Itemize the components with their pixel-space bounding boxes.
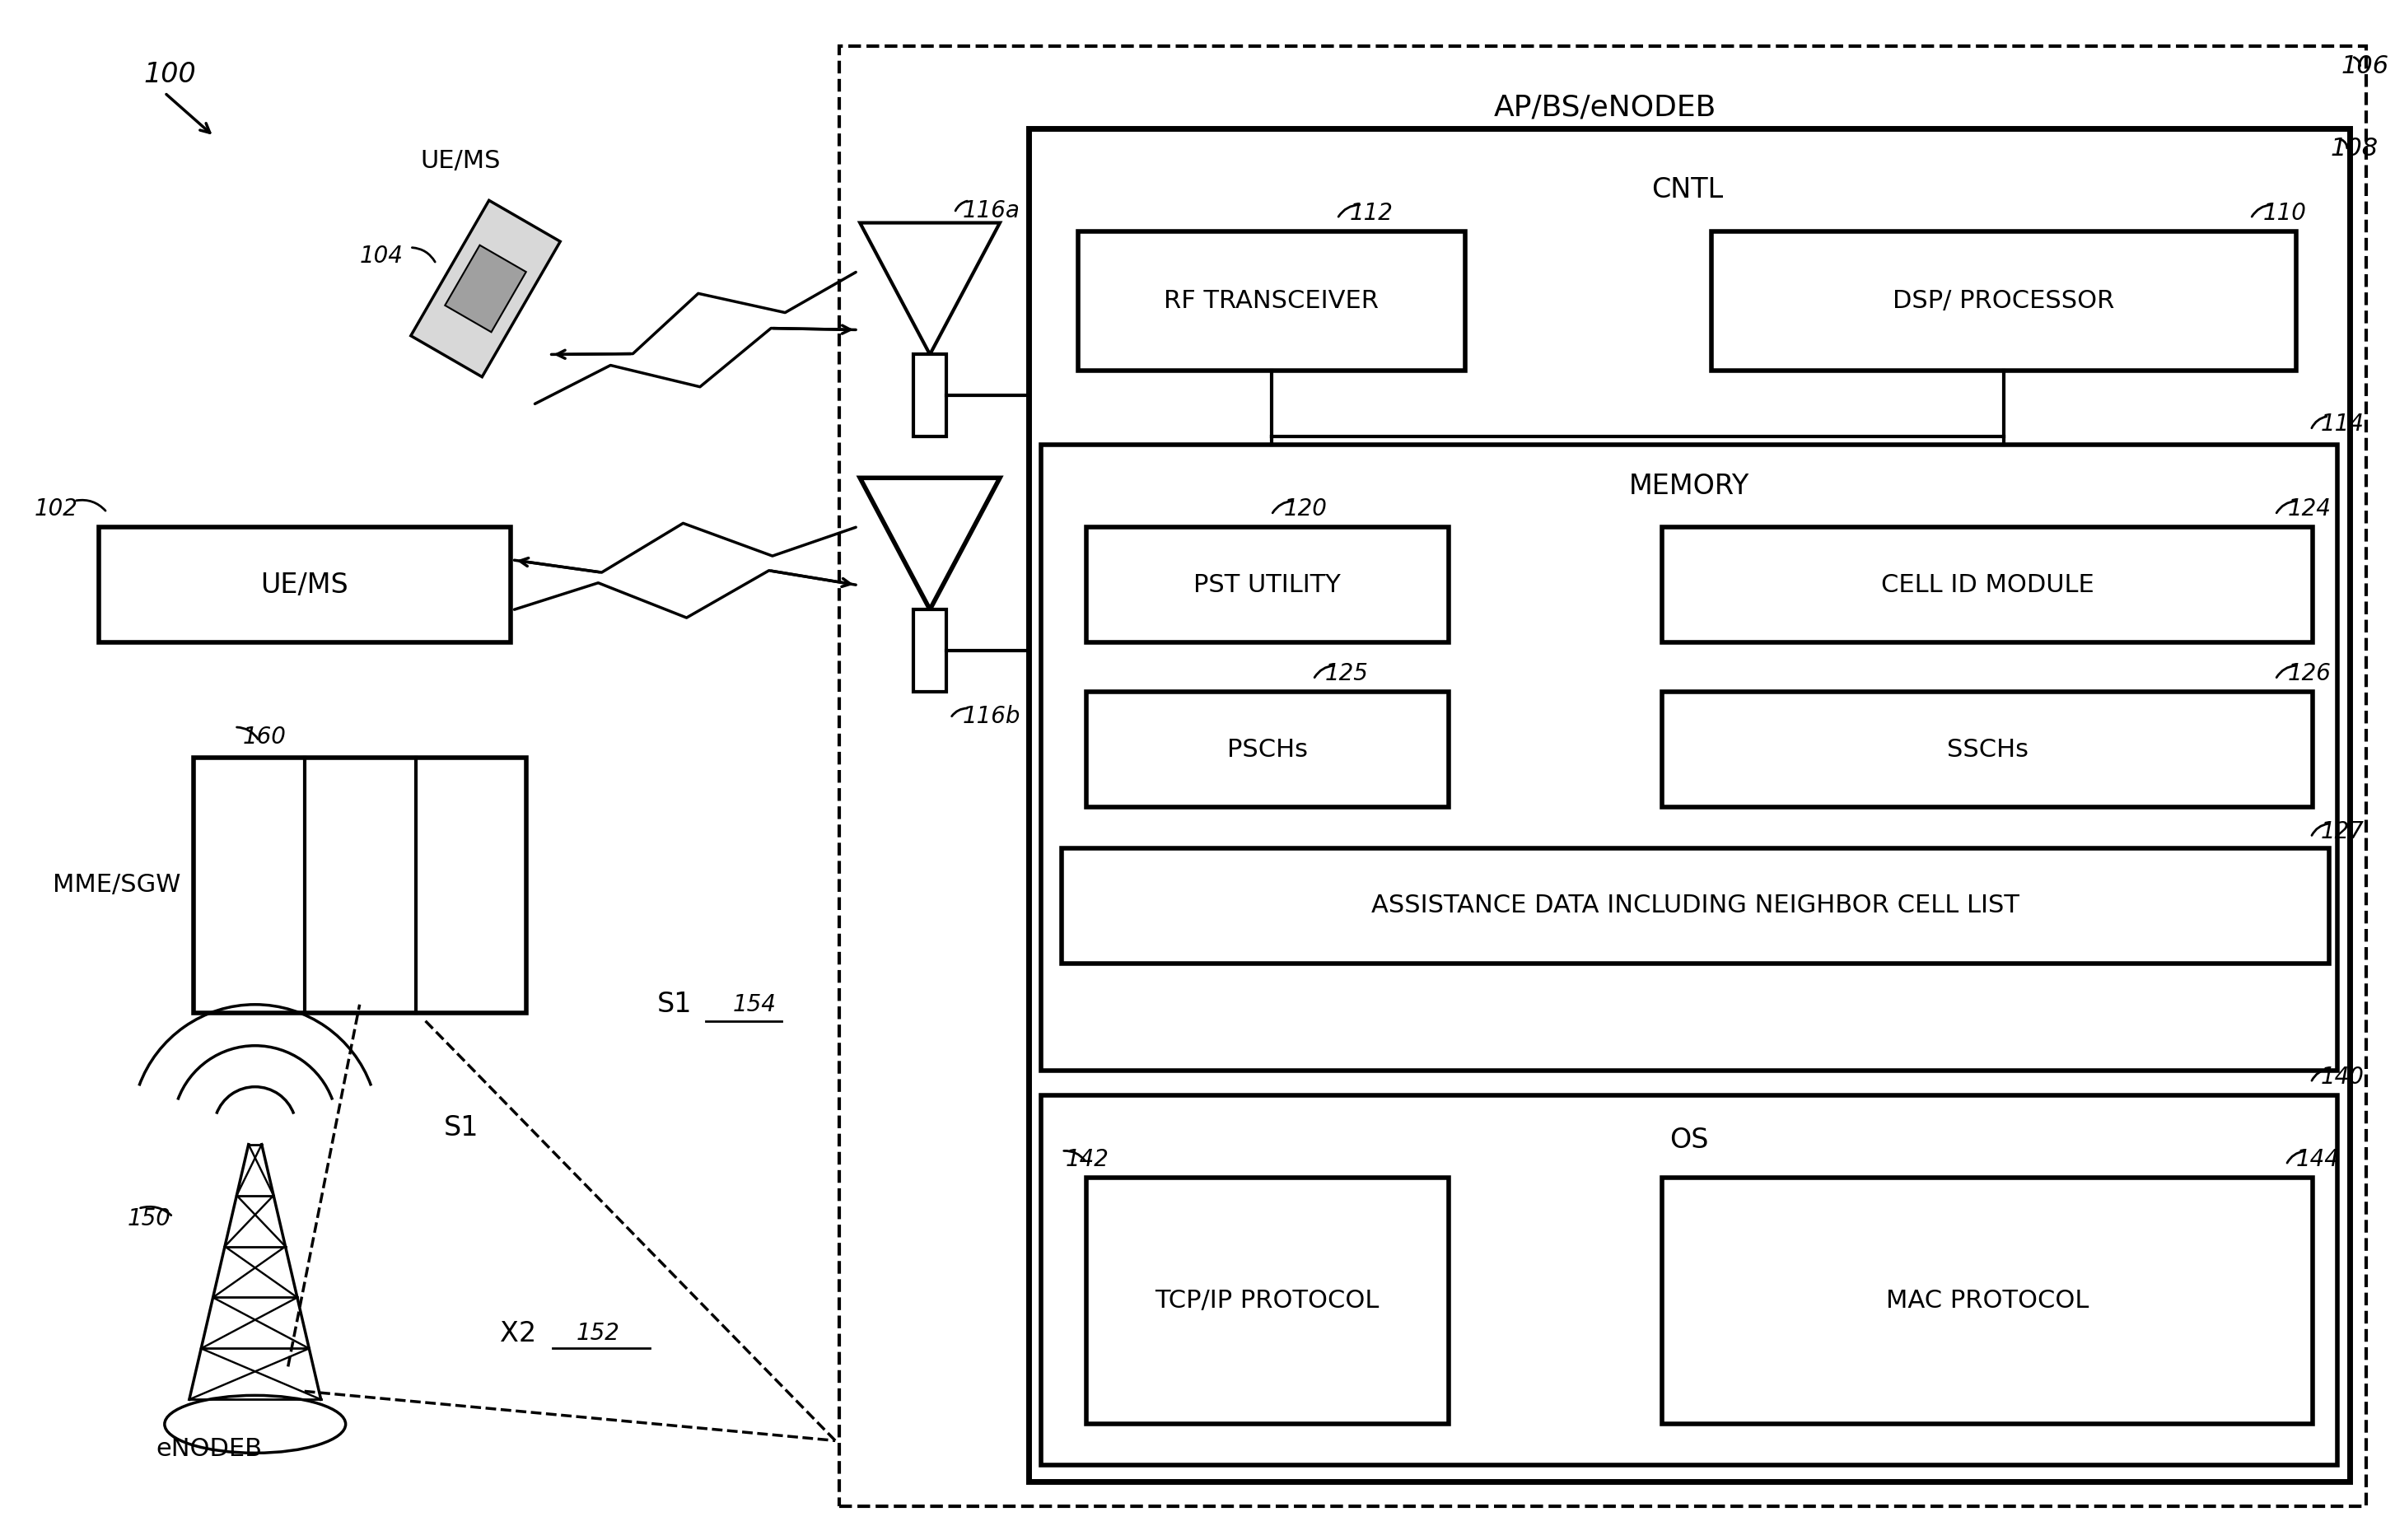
Text: 150: 150	[127, 1207, 170, 1230]
Bar	[912, 354, 946, 437]
Text: 142: 142	[1066, 1147, 1109, 1170]
Text: 108: 108	[2330, 137, 2378, 160]
Text: CELL ID MODULE: CELL ID MODULE	[1880, 573, 2093, 598]
Bar	[1087, 691, 1449, 807]
Polygon shape	[445, 245, 527, 333]
Ellipse shape	[165, 1395, 345, 1452]
Text: AP/BS/eNODEB: AP/BS/eNODEB	[1494, 94, 1715, 122]
Text: X2: X2	[501, 1320, 536, 1348]
Text: UE/MS: UE/MS	[422, 149, 501, 172]
Text: 124: 124	[2287, 497, 2330, 521]
Bar	[1087, 527, 1449, 642]
Text: 110: 110	[2263, 202, 2306, 225]
Polygon shape	[860, 223, 999, 354]
Bar	[1078, 231, 1466, 371]
Bar	[1662, 1177, 2314, 1424]
Text: 112: 112	[1351, 202, 1394, 225]
Text: TCP/IP PROTOCOL: TCP/IP PROTOCOL	[1154, 1289, 1380, 1312]
Text: eNODEB: eNODEB	[156, 1437, 263, 1461]
Text: 100: 100	[144, 62, 196, 88]
Text: MEMORY: MEMORY	[1629, 473, 1748, 499]
Text: PST UTILITY: PST UTILITY	[1193, 573, 1341, 598]
Polygon shape	[412, 200, 560, 377]
Text: DSP/ PROCESSOR: DSP/ PROCESSOR	[1892, 290, 2115, 313]
Bar	[1030, 128, 2349, 1481]
Bar	[1042, 1095, 2338, 1466]
Text: ASSISTANCE DATA INCLUDING NEIGHBOR CELL LIST: ASSISTANCE DATA INCLUDING NEIGHBOR CELL …	[1372, 893, 2019, 918]
Text: MME/SGW: MME/SGW	[53, 873, 182, 898]
Text: SSCHs: SSCHs	[1947, 738, 2029, 761]
Text: 116b: 116b	[963, 705, 1020, 728]
Bar	[98, 527, 510, 642]
Text: 120: 120	[1284, 497, 1327, 521]
Text: 152: 152	[577, 1323, 620, 1346]
Text: RF TRANSCEIVER: RF TRANSCEIVER	[1164, 290, 1380, 313]
Text: 154: 154	[733, 993, 776, 1016]
Bar	[912, 610, 946, 691]
Text: UE/MS: UE/MS	[261, 571, 347, 599]
Text: 102: 102	[34, 497, 79, 521]
Bar	[1662, 527, 2314, 642]
Polygon shape	[860, 477, 999, 610]
Text: 125: 125	[1324, 662, 1368, 685]
Bar	[1061, 849, 2328, 964]
Bar	[838, 46, 2366, 1506]
Bar	[1042, 445, 2338, 1070]
Bar	[194, 758, 527, 1013]
Text: 127: 127	[2321, 821, 2364, 844]
Text: 104: 104	[359, 245, 402, 268]
Text: CNTL: CNTL	[1650, 176, 1722, 203]
Text: MAC PROTOCOL: MAC PROTOCOL	[1885, 1289, 2088, 1312]
Bar	[1712, 231, 2297, 371]
Text: 140: 140	[2321, 1066, 2364, 1089]
Text: S1: S1	[656, 990, 692, 1018]
Text: OS: OS	[1669, 1127, 1708, 1153]
Text: 144: 144	[2297, 1147, 2340, 1170]
Bar	[1662, 691, 2314, 807]
Text: 114: 114	[2321, 413, 2364, 436]
Text: 106: 106	[2342, 54, 2390, 79]
Text: 126: 126	[2287, 662, 2330, 685]
Text: 116a: 116a	[963, 199, 1020, 222]
Text: 160: 160	[242, 725, 287, 748]
Text: PSCHs: PSCHs	[1226, 738, 1308, 761]
Text: S1: S1	[443, 1115, 479, 1141]
Bar	[1087, 1177, 1449, 1424]
